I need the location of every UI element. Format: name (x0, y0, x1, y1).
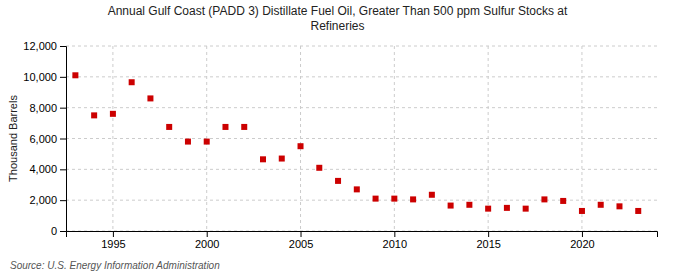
x-axis-tick-label: 2000 (195, 238, 219, 250)
point (354, 186, 360, 192)
y-axis-tick: 8,000 (29, 102, 66, 114)
y-axis-line (60, 47, 67, 232)
point (260, 156, 266, 162)
grid (66, 46, 657, 231)
x-axis-tick: 1995 (101, 231, 125, 250)
x-axis-tick: 2015 (476, 231, 500, 250)
point (316, 165, 322, 171)
point (185, 139, 191, 145)
x-axis-tick: 2000 (195, 231, 219, 250)
x-axis-tick-label: 2020 (570, 238, 594, 250)
point (110, 111, 116, 117)
point (335, 178, 341, 184)
y-axis-tick-mark (60, 108, 66, 109)
x-grid-line (206, 46, 207, 231)
chart: 1995 2000 2005 2010 2015 2020 0 2,000 4,000 6,000… (0, 0, 675, 275)
y-grid-line (66, 76, 657, 77)
point (72, 72, 78, 78)
x-axis-tick-mark (207, 231, 208, 237)
x-axis: 1995 2000 2005 2010 2015 2020 (67, 231, 658, 250)
point (222, 124, 228, 130)
y-axis-tick-label: 6,000 (29, 133, 57, 145)
y-axis-title: Thousand Barrels (7, 95, 19, 182)
x-grid-line (581, 46, 582, 231)
x-axis-tick-mark (582, 231, 583, 237)
point (598, 202, 604, 208)
x-axis-tick-label: 1995 (101, 238, 125, 250)
point (429, 192, 435, 198)
point (504, 205, 510, 211)
y-axis: 0 2,000 4,000 6,000 8,000 10,000 12,000 (23, 40, 66, 237)
y-axis-tick-mark (60, 169, 66, 170)
point (298, 143, 304, 149)
y-axis-tick-mark (60, 231, 66, 232)
point (541, 196, 547, 202)
x-axis-tick: 2005 (289, 231, 313, 250)
y-grid-line (66, 138, 657, 139)
x-axis-tick-label: 2015 (476, 238, 500, 250)
plot: 1995 2000 2005 2010 2015 2020 0 2,000 4,000 6,000… (23, 40, 657, 250)
point (391, 196, 397, 202)
y-axis-tick-mark (60, 139, 66, 140)
y-axis-tick: 0 (51, 225, 66, 237)
annotation: Source: U.S. Energy Information Administ… (10, 260, 220, 271)
y-grid-line (66, 200, 657, 201)
point (560, 198, 566, 204)
x-axis-tick: 2010 (383, 231, 407, 250)
y-grid-line (66, 46, 657, 47)
y-axis-tick-label: 10,000 (23, 71, 57, 83)
y-axis-tick: 12,000 (23, 40, 66, 52)
point (448, 203, 454, 209)
point (485, 206, 491, 212)
point (204, 139, 210, 145)
point (279, 156, 285, 162)
y-axis-tick: 4,000 (29, 163, 66, 175)
point (579, 208, 585, 214)
y-axis-tick: 10,000 (23, 71, 66, 83)
point (241, 124, 247, 130)
point (91, 112, 97, 118)
point (129, 79, 135, 85)
y-axis-tick-label: 12,000 (23, 40, 57, 52)
x-grid-line (488, 46, 489, 231)
y-axis-tick: 2,000 (29, 194, 66, 206)
x-axis-tick-mark (301, 231, 302, 237)
y-axis-tick-label: 4,000 (29, 163, 57, 175)
point (635, 208, 641, 214)
y-axis-tick-label: 8,000 (29, 102, 57, 114)
y-grid-line (66, 169, 657, 170)
point (410, 196, 416, 202)
y-axis-tick-label: 0 (51, 225, 57, 237)
title: Annual Gulf Coast (PADD 3) Distillate Fu… (108, 4, 568, 33)
y-axis-tick: 6,000 (29, 133, 66, 145)
x-axis-tick-label: 2005 (289, 238, 313, 250)
x-grid-line (112, 46, 113, 231)
x-axis-tick-mark (488, 231, 489, 237)
point (166, 124, 172, 130)
y-axis-tick-mark (60, 200, 66, 201)
point (466, 202, 472, 208)
y-axis-tick-mark (60, 77, 66, 78)
point (373, 196, 379, 202)
x-axis-line (67, 232, 658, 238)
y-grid-line (66, 107, 657, 108)
x-axis-tick-mark (113, 231, 114, 237)
x-axis-tick-label: 2010 (383, 238, 407, 250)
y-axis-tick-label: 2,000 (29, 194, 57, 206)
x-axis-tick: 2020 (570, 231, 594, 250)
x-grid-line (394, 46, 395, 231)
point (147, 95, 153, 101)
x-axis-tick-mark (394, 231, 395, 237)
y-axis-tick-mark (60, 46, 66, 47)
point (523, 206, 529, 212)
x-grid-line (300, 46, 301, 231)
points (72, 72, 641, 214)
point (616, 203, 622, 209)
